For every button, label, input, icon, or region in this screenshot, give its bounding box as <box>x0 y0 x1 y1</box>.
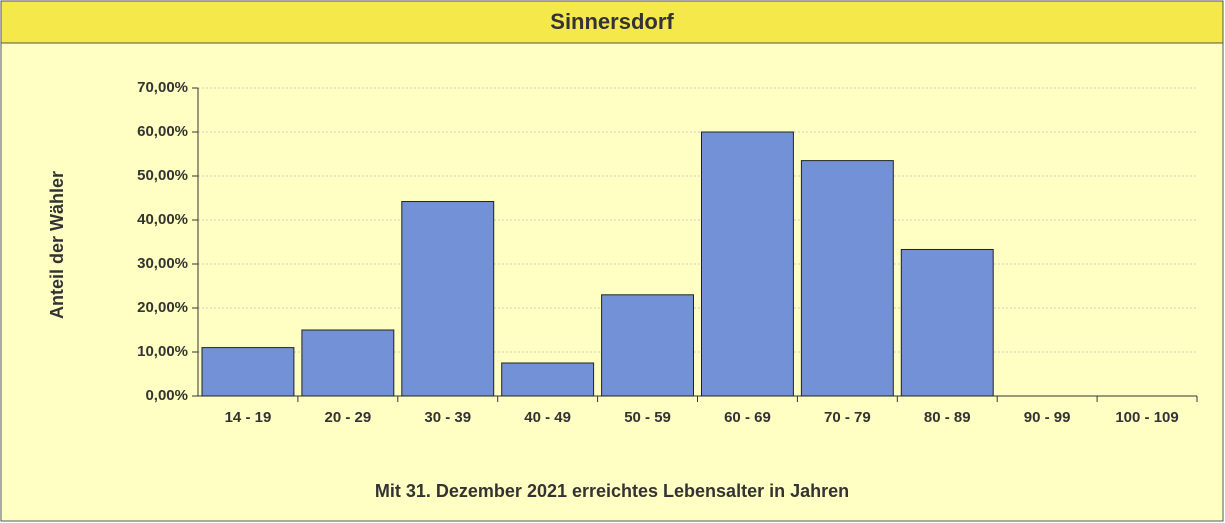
y-axis-label: Anteil der Wähler <box>47 171 67 319</box>
bar <box>401 201 495 397</box>
y-tick-label: 50,00% <box>137 167 188 184</box>
x-tick-label: 50 - 59 <box>624 409 671 426</box>
x-tick-label: 100 - 109 <box>1115 409 1178 426</box>
bar <box>501 362 595 397</box>
bar <box>800 160 894 397</box>
x-tick-label: 30 - 39 <box>424 409 471 426</box>
x-tick-label: 40 - 49 <box>524 409 571 426</box>
y-tick-label: 10,00% <box>137 343 188 360</box>
y-tick-label: 20,00% <box>137 299 188 316</box>
x-tick-label: 20 - 29 <box>324 409 371 426</box>
x-tick-label: 14 - 19 <box>225 409 272 426</box>
bar <box>900 248 994 397</box>
y-tick-label: 30,00% <box>137 255 188 272</box>
x-tick-label: 70 - 79 <box>824 409 871 426</box>
title-band <box>0 0 1224 44</box>
y-tick-label: 0,00% <box>145 387 188 404</box>
x-axis-label: Mit 31. Dezember 2021 erreichtes Lebensa… <box>375 481 849 501</box>
bar <box>700 131 794 397</box>
y-tick-label: 70,00% <box>137 79 188 96</box>
chart-title: Sinnersdorf <box>550 9 674 34</box>
x-tick-label: 80 - 89 <box>924 409 971 426</box>
bar <box>301 329 395 397</box>
x-tick-label: 90 - 99 <box>1024 409 1071 426</box>
bar <box>601 294 695 397</box>
y-tick-label: 60,00% <box>137 123 188 140</box>
bar <box>201 347 295 397</box>
x-tick-label: 60 - 69 <box>724 409 771 426</box>
y-tick-label: 40,00% <box>137 211 188 228</box>
